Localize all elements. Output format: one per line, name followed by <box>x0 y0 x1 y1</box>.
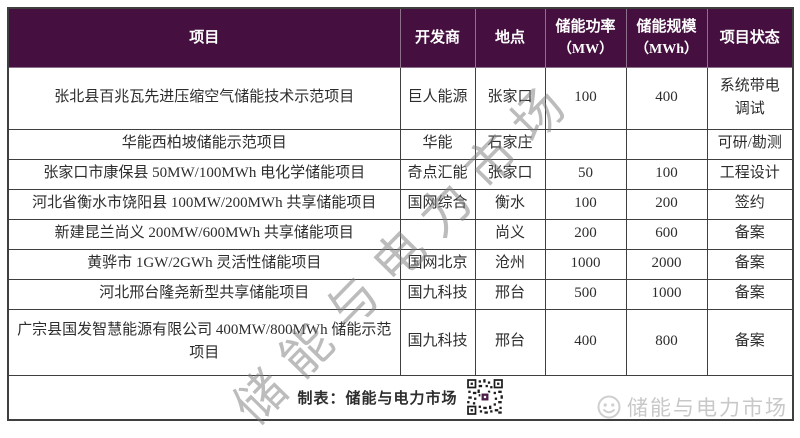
cell-location: 沧州 <box>474 248 546 280</box>
cell-project: 广宗县国发智慧能源有限公司 400MW/800MWh 储能示范项目 <box>7 308 401 376</box>
cell-location: 邢台 <box>474 308 546 376</box>
table-row: 河北省衡水市饶阳县 100MW/200MWh 共享储能项目 国网综合 衡水 10… <box>7 188 794 220</box>
cell-capacity: 2000 <box>625 248 708 280</box>
col-header-location: 地点 <box>474 8 546 68</box>
header-row: 项目 开发商 地点 储能功率 （MW） 储能规模 （MWh） 项目状态 <box>8 8 793 68</box>
col-header-capacity-label: 储能规模 <box>636 18 697 35</box>
cell-location: 石家庄 <box>474 128 546 160</box>
cell-status: 可研/勘测 <box>706 128 794 160</box>
storage-projects-table: 项目 开发商 地点 储能功率 （MW） 储能规模 （MWh） 项目状态 张北县百… <box>7 7 794 421</box>
cell-developer: 巨人能源 <box>399 66 476 130</box>
cell-location: 张家口 <box>474 66 546 130</box>
cell-status: 备案 <box>706 218 794 250</box>
cell-status: 工程设计 <box>706 158 794 190</box>
cell-power: 1000 <box>544 248 627 280</box>
cell-developer: 国九科技 <box>399 308 476 376</box>
cell-developer: 国网北京 <box>399 248 476 280</box>
table-row: 广宗县国发智慧能源有限公司 400MW/800MWh 储能示范项目 国九科技 邢… <box>7 308 794 376</box>
col-header-status: 项目状态 <box>706 8 793 68</box>
cell-status: 备案 <box>706 248 794 280</box>
cell-developer: 华能 <box>399 128 476 160</box>
footer-caption: 制表：储能与电力市场 <box>297 390 458 407</box>
cell-status: 备案 <box>706 278 794 310</box>
cell-project: 河北省衡水市饶阳县 100MW/200MWh 共享储能项目 <box>7 188 401 220</box>
cell-capacity: 1000 <box>625 278 708 310</box>
cell-developer: 国九科技 <box>399 278 476 310</box>
cell-power: 400 <box>544 308 627 376</box>
col-header-capacity-unit: （MWh） <box>635 41 698 57</box>
table-row: 张家口市康保县 50MW/100MWh 电化学储能项目 奇点汇能 张家口 50 … <box>7 158 794 190</box>
cell-power <box>544 128 627 160</box>
cell-project: 华能西柏坡储能示范项目 <box>7 128 401 160</box>
cell-project: 河北邢台隆尧新型共享储能项目 <box>7 278 401 310</box>
cell-power: 50 <box>544 158 627 190</box>
table-row: 华能西柏坡储能示范项目 华能 石家庄 可研/勘测 <box>7 128 794 160</box>
col-header-capacity: 储能规模 （MWh） <box>625 8 708 68</box>
cell-project: 新建昆兰尚义 200MW/600MWh 共享储能项目 <box>7 218 401 250</box>
cell-power: 100 <box>544 188 627 220</box>
cell-capacity: 800 <box>625 308 708 376</box>
cell-location: 邢台 <box>474 278 546 310</box>
cell-project: 张家口市康保县 50MW/100MWh 电化学储能项目 <box>7 158 401 190</box>
cell-capacity: 200 <box>625 188 708 220</box>
col-header-power-unit: （MW） <box>557 41 614 57</box>
col-header-power: 储能功率 （MW） <box>544 8 627 68</box>
cell-location: 衡水 <box>474 188 546 220</box>
cell-power: 500 <box>544 278 627 310</box>
cell-developer <box>399 218 476 250</box>
footer-cell: 制表：储能与电力市场 <box>7 374 794 420</box>
cell-power: 200 <box>544 218 627 250</box>
cell-status: 签约 <box>706 188 794 220</box>
cell-location: 张家口 <box>474 158 546 190</box>
footer-row: 制表：储能与电力市场 <box>7 374 794 420</box>
col-header-project: 项目 <box>8 8 401 68</box>
cell-status: 备案 <box>706 308 794 376</box>
cell-status: 系统带电调试 <box>706 66 794 130</box>
cell-capacity <box>625 128 708 160</box>
cell-power: 100 <box>544 66 627 130</box>
table-body: 张北县百兆瓦先进压缩空气储能技术示范项目 巨人能源 张家口 100 400 系统… <box>7 66 794 376</box>
table-row: 黄骅市 1GW/2GWh 灵活性储能项目 国网北京 沧州 1000 2000 备… <box>7 248 794 280</box>
cell-project: 黄骅市 1GW/2GWh 灵活性储能项目 <box>7 248 401 280</box>
cell-capacity: 100 <box>625 158 708 190</box>
qr-code-icon <box>465 378 504 416</box>
cell-capacity: 600 <box>625 218 708 250</box>
col-header-power-label: 储能功率 <box>555 18 616 35</box>
col-header-developer: 开发商 <box>399 8 476 68</box>
cell-location: 尚义 <box>474 218 546 250</box>
cell-developer: 国网综合 <box>399 188 476 220</box>
table-header: 项目 开发商 地点 储能功率 （MW） 储能规模 （MWh） 项目状态 <box>8 8 793 68</box>
table-row: 河北邢台隆尧新型共享储能项目 国九科技 邢台 500 1000 备案 <box>7 278 794 310</box>
table-row: 新建昆兰尚义 200MW/600MWh 共享储能项目 尚义 200 600 备案 <box>7 218 794 250</box>
cell-project: 张北县百兆瓦先进压缩空气储能技术示范项目 <box>7 66 401 130</box>
table-row: 张北县百兆瓦先进压缩空气储能技术示范项目 巨人能源 张家口 100 400 系统… <box>7 66 794 130</box>
cell-developer: 奇点汇能 <box>399 158 476 190</box>
table-footer: 制表：储能与电力市场 <box>7 374 794 420</box>
cell-capacity: 400 <box>625 66 708 130</box>
